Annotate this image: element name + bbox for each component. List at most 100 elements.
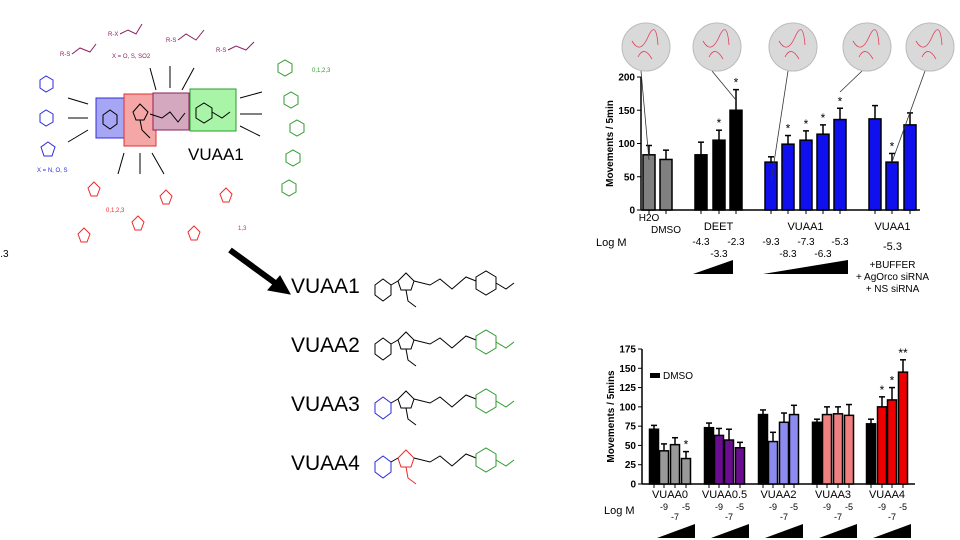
substituent-note: 0,1,2,3 [312,68,331,74]
bar [734,446,746,485]
bar [713,434,725,485]
bar [723,439,735,485]
blue-substituents: X = N, O, S [37,75,68,174]
substituent-label: R-S [60,52,70,58]
significance-marker: * [838,94,843,108]
bar-label: + AgOrco siRNA [856,272,929,283]
group-label: VUAA1 [874,221,910,233]
concentration-wedge [765,524,803,538]
bar-label: -6.3 [814,249,832,260]
compound-label: VUAA2 [291,334,360,357]
bar-label: -4.3 [692,237,710,248]
bar [648,428,660,485]
log-m-label: Log M [604,505,635,517]
bar [694,154,708,211]
y-axis-label: Movements / 5min [605,100,616,187]
bar [816,133,830,211]
bar-label: + NS siRNA [866,284,920,295]
concentration-wedge [873,524,911,538]
y-tick-label: 125 [619,383,636,394]
substituent-label: R-S [166,38,176,44]
callout-line [711,70,737,101]
concentration-wedge [693,260,733,274]
bond [390,457,399,463]
big-arrowhead [267,275,291,295]
triazole-ring [397,331,415,350]
legend-label: DMSO [663,371,693,382]
bar-label: -5 [736,502,744,512]
bar-label: -7 [725,512,733,522]
log-m-label: Log M [596,237,627,249]
core-label: VUAA1 [188,145,244,164]
substituent-note: 1,3 [238,226,247,232]
bar [729,109,743,211]
significance-marker: * [734,76,739,90]
larval-track [631,29,659,60]
substituent-note: X = N, O, S [37,168,68,174]
pyridine-ring [374,278,392,302]
bar-label: -5 [682,502,690,512]
bar-label: H2O [639,213,660,224]
triazole-ring [397,272,415,291]
bar-label: -5.3 [831,237,849,248]
bar [778,421,790,485]
compound-structure [374,388,515,426]
petri-dish-image [842,22,892,72]
n-substituent [405,407,417,426]
significance-marker: ** [898,346,908,360]
bar [868,118,882,211]
bar [764,161,778,211]
triazole-ring [397,449,415,468]
linker-bond [413,453,477,467]
y-tick-label: 50 [625,441,637,452]
bar-label: -5 [790,502,798,512]
y-tick-label: 100 [619,402,636,413]
phenyl-box [189,88,237,132]
concentration-wedge [711,524,749,538]
y-tick-label: 175 [619,345,636,356]
bar [658,450,670,485]
bar-label: -7.3 [797,237,815,248]
callout-line [770,70,789,183]
bar-label: -5 [899,502,907,512]
y-tick-label: 25 [625,460,637,471]
bar-label: -5 [845,502,853,512]
pyridine-ring [374,337,392,361]
bar [703,426,715,485]
phenyl-ring [475,270,497,296]
bar [811,421,823,485]
significance-marker: * [890,139,895,153]
compound-structure [374,270,515,308]
ethyl-bond [139,119,151,139]
bar [832,413,844,485]
phenyl-ring [475,388,497,414]
pyridine-box [95,97,125,139]
significance-marker: * [804,117,809,131]
bar [788,413,800,485]
bar [712,139,726,211]
green-substituents: 0,1,2,3 [277,59,331,197]
compound-list: VUAA1 VUAA2 VUAA3 VUAA4 [291,270,515,485]
y-tick-label: 75 [625,422,637,433]
bar [897,371,909,485]
bar-label: -9 [823,502,831,512]
compound-structure [374,447,515,485]
group-label: VUAA0.5 [702,489,747,501]
linker-bond [413,335,477,349]
legend-swatch [650,373,660,378]
concentration-wedge [763,260,848,274]
para-substituent [495,341,515,349]
significance-marker: * [890,374,895,388]
bar-label: -7 [671,512,679,522]
purple-substituents: R-S R-X X = O, S, SO2 R-S R-S [60,23,255,60]
bar [903,124,917,211]
compound-label: VUAA4 [291,452,360,475]
y-tick-label: 100 [618,139,635,150]
bar [886,399,898,485]
bar-label: -2.3 [727,237,745,248]
petri-dish-image [768,22,818,72]
pyridine-ring [374,455,392,479]
substituent-label: R-X [108,32,118,38]
chart-dose-response-top: 0 50 100 150 200 Movements / 5min Log M H2ODMSO… [0,22,955,295]
